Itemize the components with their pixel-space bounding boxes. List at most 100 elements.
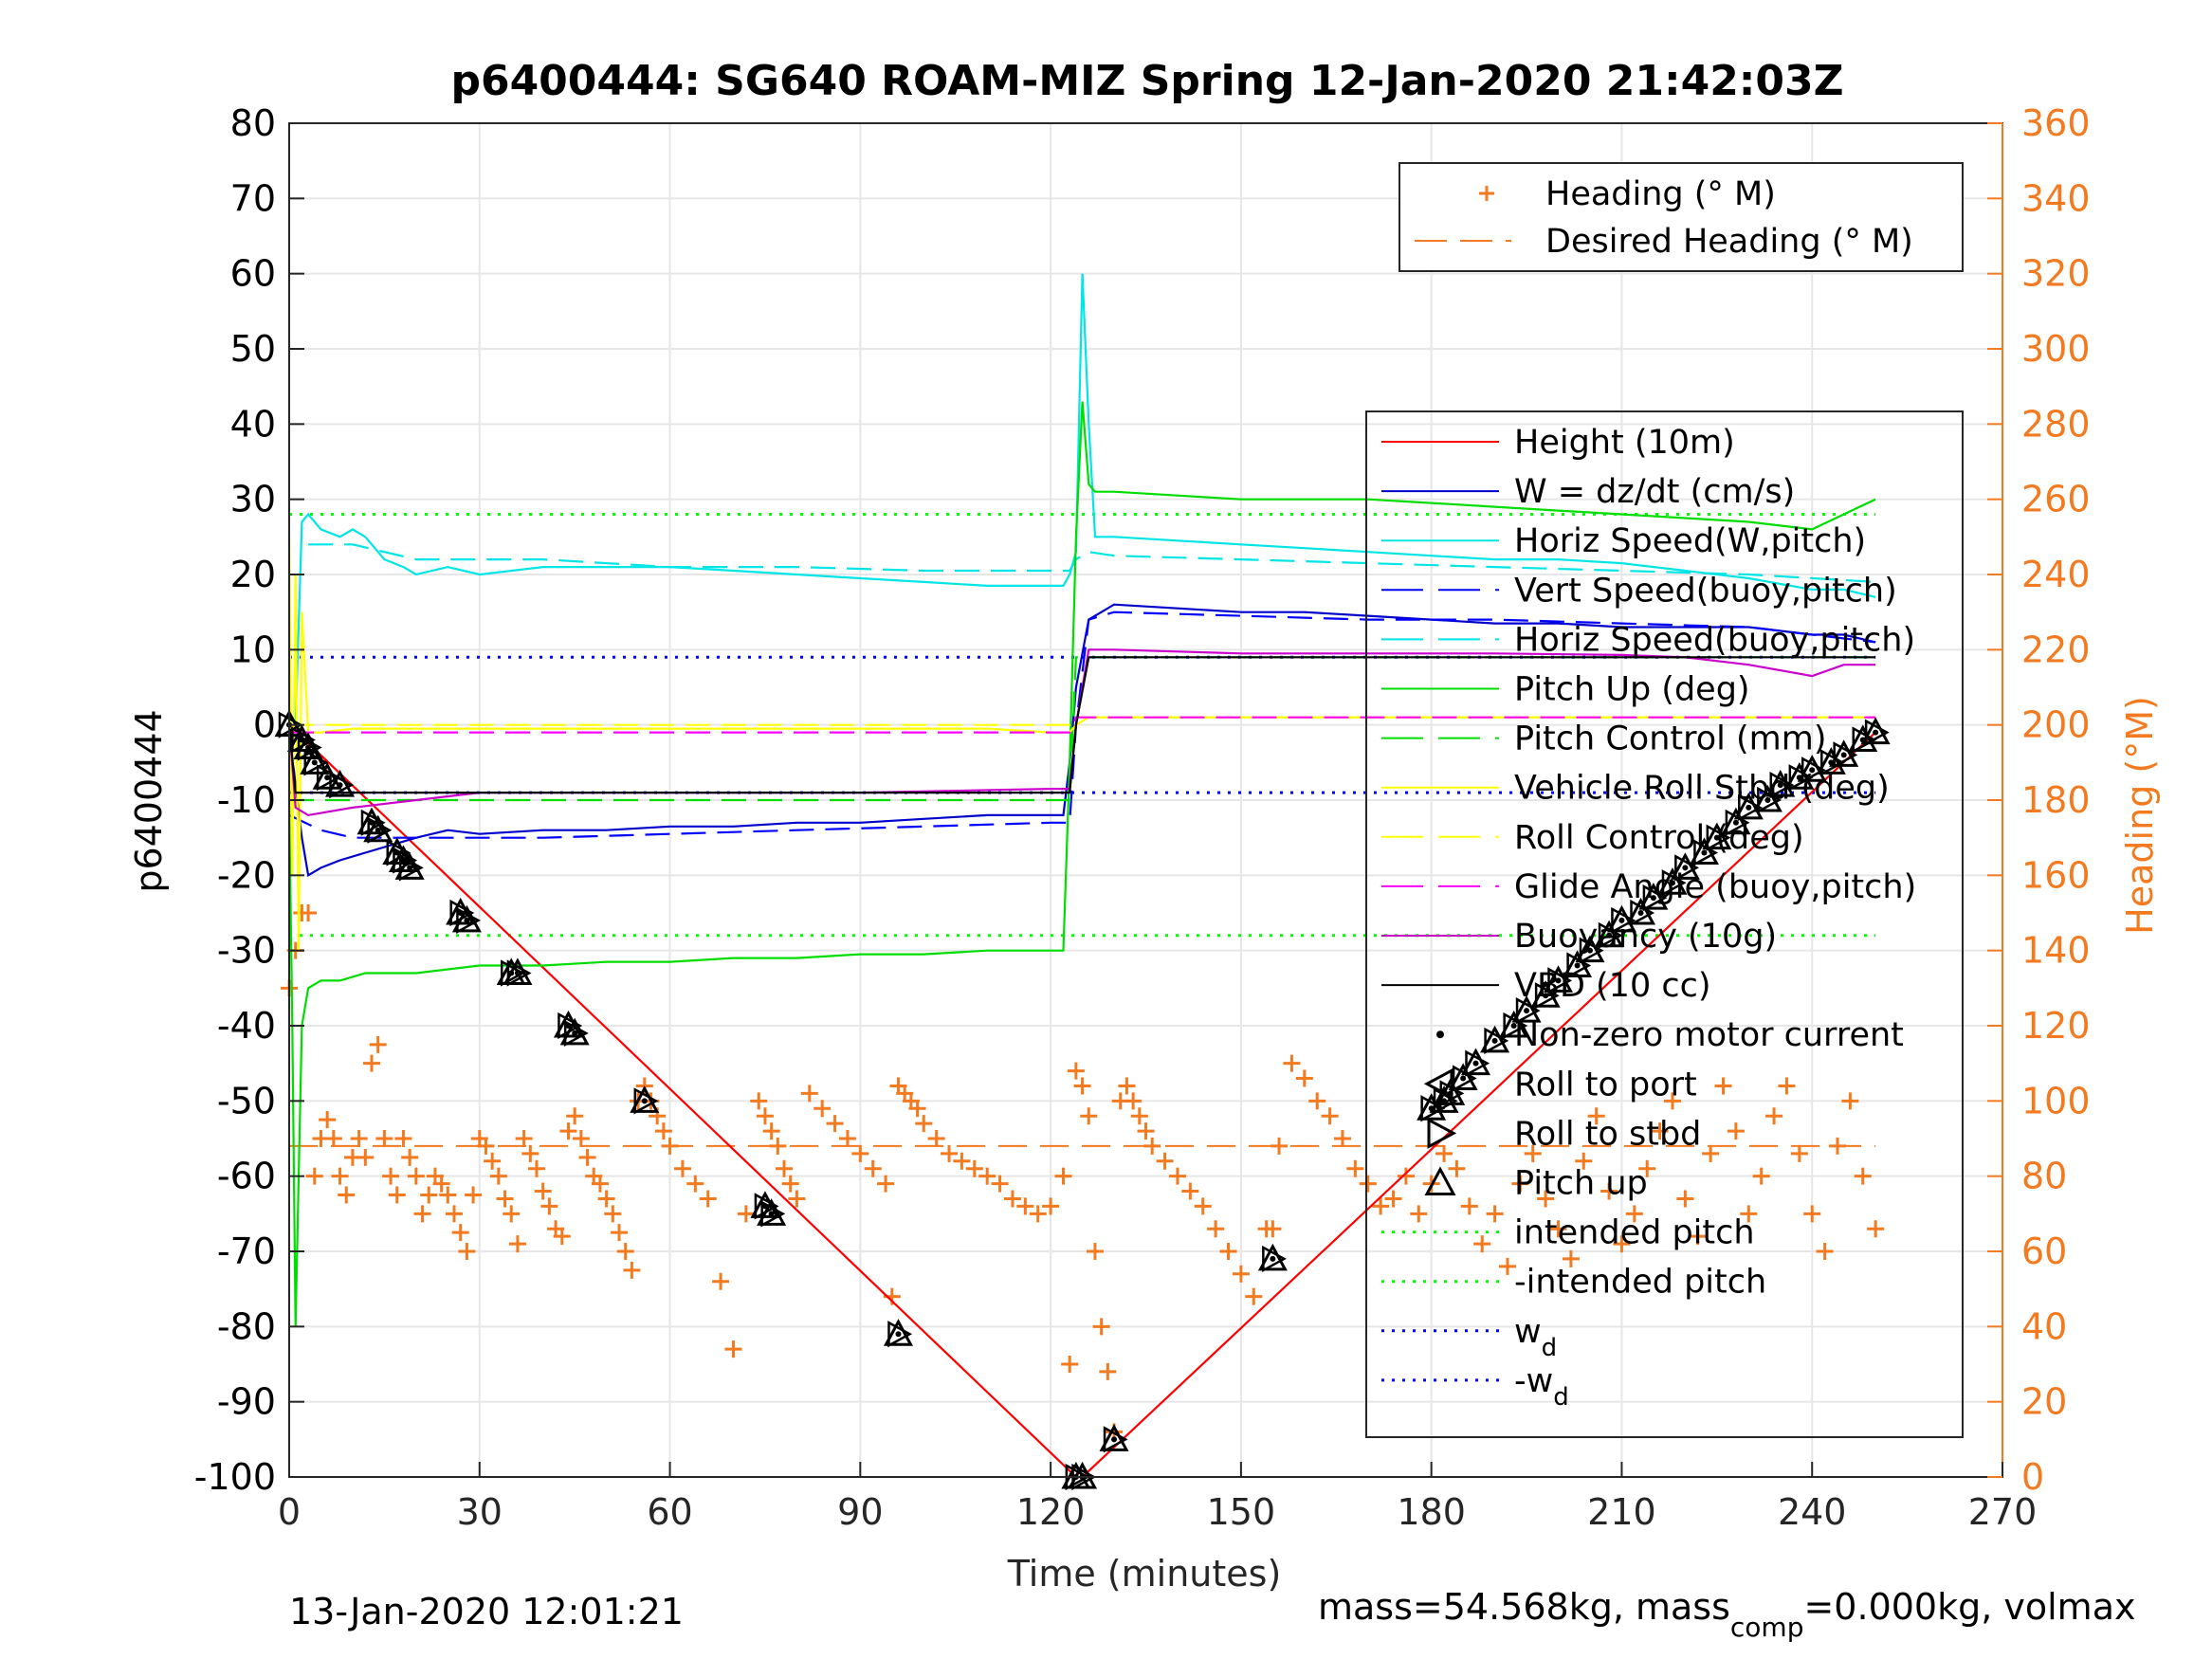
heading-point bbox=[1137, 1122, 1155, 1140]
heading-point bbox=[407, 1167, 425, 1185]
heading-point bbox=[1702, 1144, 1720, 1162]
motor-dot bbox=[1840, 752, 1847, 758]
heading-point bbox=[1511, 1175, 1529, 1193]
legend-main-box bbox=[1365, 410, 1964, 1438]
pitch-up-marker bbox=[1257, 1243, 1288, 1271]
heading-point bbox=[451, 1224, 469, 1242]
roll-stbd-marker bbox=[1420, 1095, 1446, 1122]
pitch-up-marker bbox=[503, 957, 533, 985]
roll-stbd-marker bbox=[1611, 906, 1636, 935]
heading-point bbox=[1689, 1228, 1707, 1246]
y-tick-label: -50 bbox=[217, 1080, 276, 1121]
heading-point bbox=[661, 1137, 679, 1155]
legend-heading-label: Heading (° M) bbox=[1545, 175, 1776, 213]
y2-tick-label: 340 bbox=[2021, 177, 2091, 219]
series-line bbox=[287, 656, 1876, 794]
legend-heading-label: Desired Heading (° M) bbox=[1545, 223, 1913, 261]
roll-stbd-marker bbox=[633, 1087, 659, 1115]
heading-point bbox=[1168, 1167, 1186, 1185]
y2-tick-label: 160 bbox=[2021, 854, 2091, 896]
motor-dot bbox=[1460, 1075, 1467, 1082]
heading-point bbox=[1283, 1054, 1301, 1072]
roll-stbd-marker bbox=[1788, 764, 1814, 792]
heading-point bbox=[458, 1243, 476, 1260]
heading-point bbox=[388, 1186, 406, 1204]
pitch-up-marker bbox=[394, 852, 425, 880]
heading-point bbox=[1124, 1092, 1143, 1110]
heading-point bbox=[1867, 1220, 1885, 1238]
heading-point bbox=[439, 1186, 457, 1204]
legend-main-label: wd bbox=[1514, 1313, 1557, 1362]
motor-dot bbox=[768, 1211, 775, 1217]
heading-point bbox=[826, 1115, 844, 1133]
heading-point bbox=[623, 1261, 641, 1279]
pitch-up-marker bbox=[1816, 747, 1846, 775]
pitch-up-marker bbox=[1829, 739, 1859, 767]
heading-point bbox=[350, 1130, 368, 1147]
y-tick-label: -40 bbox=[217, 1005, 276, 1047]
heading-point bbox=[1714, 1077, 1732, 1095]
roll-stbd-marker bbox=[1103, 1426, 1128, 1453]
x-tick-label: 90 bbox=[837, 1491, 883, 1533]
heading-point bbox=[300, 904, 318, 921]
pitch-up-marker bbox=[1594, 920, 1624, 948]
roll-stbd-marker bbox=[500, 959, 525, 987]
motor-dot bbox=[1650, 895, 1656, 902]
heading-point bbox=[1016, 1197, 1034, 1215]
heading-point bbox=[1232, 1265, 1250, 1283]
heading-point bbox=[1143, 1137, 1161, 1155]
heading-point bbox=[446, 1205, 464, 1223]
x-tick-label: 210 bbox=[1587, 1491, 1656, 1533]
heading-point bbox=[508, 1235, 526, 1253]
pitch-up-marker bbox=[1575, 935, 1605, 963]
heading-point bbox=[1271, 1137, 1289, 1155]
footer-date: 13-Jan-2020 12:01:21 bbox=[289, 1591, 684, 1632]
pitch-up-marker bbox=[630, 1085, 660, 1113]
heading-point bbox=[578, 1148, 596, 1166]
heading-point bbox=[1752, 1167, 1770, 1185]
motor-dot bbox=[572, 1030, 578, 1036]
legend-main-label: Pitch Control (mm) bbox=[1514, 720, 1826, 758]
y-tick-label: 40 bbox=[230, 403, 276, 445]
y2-tick-label: 360 bbox=[2021, 102, 2091, 144]
heading-point bbox=[781, 1175, 799, 1193]
heading-point bbox=[1638, 1159, 1656, 1177]
y2-axis-label: Heading (°M) bbox=[2119, 696, 2161, 935]
motor-dot bbox=[641, 1098, 648, 1104]
heading-point bbox=[699, 1190, 717, 1208]
heading-point bbox=[382, 1167, 400, 1185]
x-tick-label: 60 bbox=[647, 1491, 692, 1533]
heading-point bbox=[864, 1159, 882, 1177]
roll-stbd-marker bbox=[1515, 997, 1541, 1025]
heading-point bbox=[814, 1100, 832, 1118]
heading-point bbox=[1029, 1205, 1047, 1223]
motor-dot bbox=[1555, 977, 1562, 984]
y-tick-label: 10 bbox=[230, 629, 276, 670]
heading-point bbox=[776, 1159, 794, 1177]
pitch-up-marker bbox=[1563, 950, 1593, 978]
heading-point bbox=[1549, 1220, 1567, 1238]
legend-main-tri-right bbox=[1427, 1117, 1457, 1149]
pitch-up-marker bbox=[1848, 724, 1878, 753]
legend-main-sub: d bbox=[1542, 1334, 1558, 1362]
y2-tick-label: 320 bbox=[2021, 253, 2091, 295]
y-tick-label: 20 bbox=[230, 554, 276, 595]
x-tick-label: 30 bbox=[457, 1491, 503, 1533]
legend-main-label: -intended pitch bbox=[1514, 1264, 1766, 1302]
x-tick-label: 150 bbox=[1207, 1491, 1276, 1533]
pitch-up-marker bbox=[1702, 822, 1732, 850]
heading-point bbox=[1003, 1190, 1021, 1208]
pitch-up-marker bbox=[446, 897, 476, 925]
heading-point bbox=[1676, 1190, 1694, 1208]
heading-point bbox=[572, 1130, 590, 1147]
series-line bbox=[308, 543, 1876, 583]
legend-main-tri-left bbox=[1423, 1067, 1453, 1100]
motor-dot bbox=[337, 782, 343, 789]
heading-point bbox=[915, 1115, 933, 1133]
series-line bbox=[289, 716, 1876, 734]
heading-point bbox=[1264, 1220, 1282, 1238]
heading-point bbox=[978, 1167, 996, 1185]
motor-dot bbox=[1732, 819, 1739, 826]
heading-point bbox=[1245, 1287, 1263, 1305]
pitch-up-marker bbox=[1460, 1048, 1491, 1076]
